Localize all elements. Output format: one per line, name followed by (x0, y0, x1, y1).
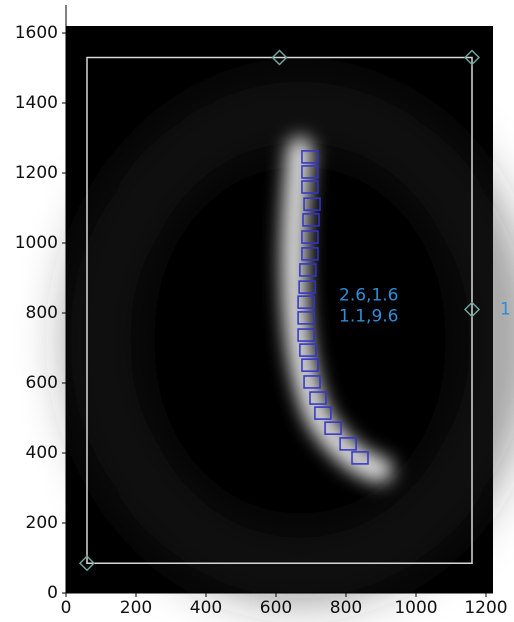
x-tick-label: 200 (120, 598, 152, 618)
y-tick-label: 0 (47, 583, 58, 603)
y-tick-label: 400 (26, 443, 58, 463)
y-tick-label: 1400 (15, 93, 58, 113)
x-tick-label: 600 (260, 598, 292, 618)
annotation: 2.6,1.6 (339, 286, 398, 306)
x-tick-label: 400 (190, 598, 222, 618)
annotation: 1.1,9.6 (339, 307, 398, 327)
x-tick-label: 0 (61, 598, 72, 618)
x-tick-label: 1200 (464, 598, 507, 618)
y-tick-label: 1000 (15, 233, 58, 253)
y-tick-label: 800 (26, 303, 58, 323)
y-tick-label: 1200 (15, 163, 58, 183)
y-tick-label: 1600 (15, 23, 58, 43)
y-tick-label: 600 (26, 373, 58, 393)
annotation: 1 (500, 300, 511, 320)
chart: 0200400600800100012000200400600800100012… (0, 0, 514, 622)
x-tick-label: 1000 (394, 598, 437, 618)
y-tick-label: 200 (26, 513, 58, 533)
x-tick-label: 800 (330, 598, 362, 618)
page: {"chart_data": {"type": "scatter", "xlim… (0, 0, 514, 622)
